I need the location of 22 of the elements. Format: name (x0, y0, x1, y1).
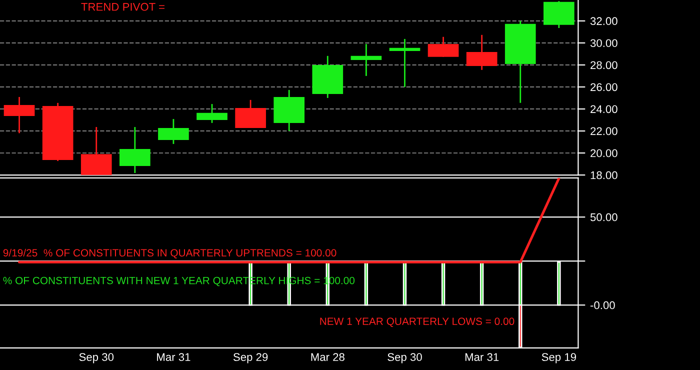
x-tick-label: Mar 28 (311, 353, 344, 362)
x-tick-label: Mar 31 (157, 353, 190, 362)
y-tick-label: 22.00 (590, 127, 618, 136)
y-tick-label: 32.00 (590, 17, 618, 26)
y-tick-label: 30.00 (590, 39, 618, 48)
series-label: NEW 1 YEAR QUARTERLY LOWS = 0.00 (320, 318, 514, 327)
x-tick-label: Sep 30 (388, 353, 422, 364)
y-tick-label: 24.00 (590, 105, 618, 114)
candlestick (350, 43, 382, 77)
x-tick-label: Sep 19 (542, 353, 576, 364)
y-tick-label: 50.00 (590, 213, 618, 222)
candlestick (389, 38, 420, 88)
x-tick-label: Sep 29 (233, 353, 268, 364)
series-label: 9/19/25 % OF CONSTITUENTS IN QUARTERLY UPTRENDS = 100.00 (3, 248, 336, 258)
y-tick-label: 26.00 (590, 83, 618, 92)
y-tick-label: 20.00 (590, 149, 618, 158)
y-tick-label: 18.00 (590, 171, 618, 180)
x-tick-label: Sep 30 (79, 353, 114, 364)
y-tick-label: 28.00 (590, 61, 618, 70)
x-tick-label: Mar 31 (465, 353, 499, 362)
y-tick-label: -0.00 (590, 301, 615, 310)
annotation: TREND PIVOT = (81, 2, 164, 11)
